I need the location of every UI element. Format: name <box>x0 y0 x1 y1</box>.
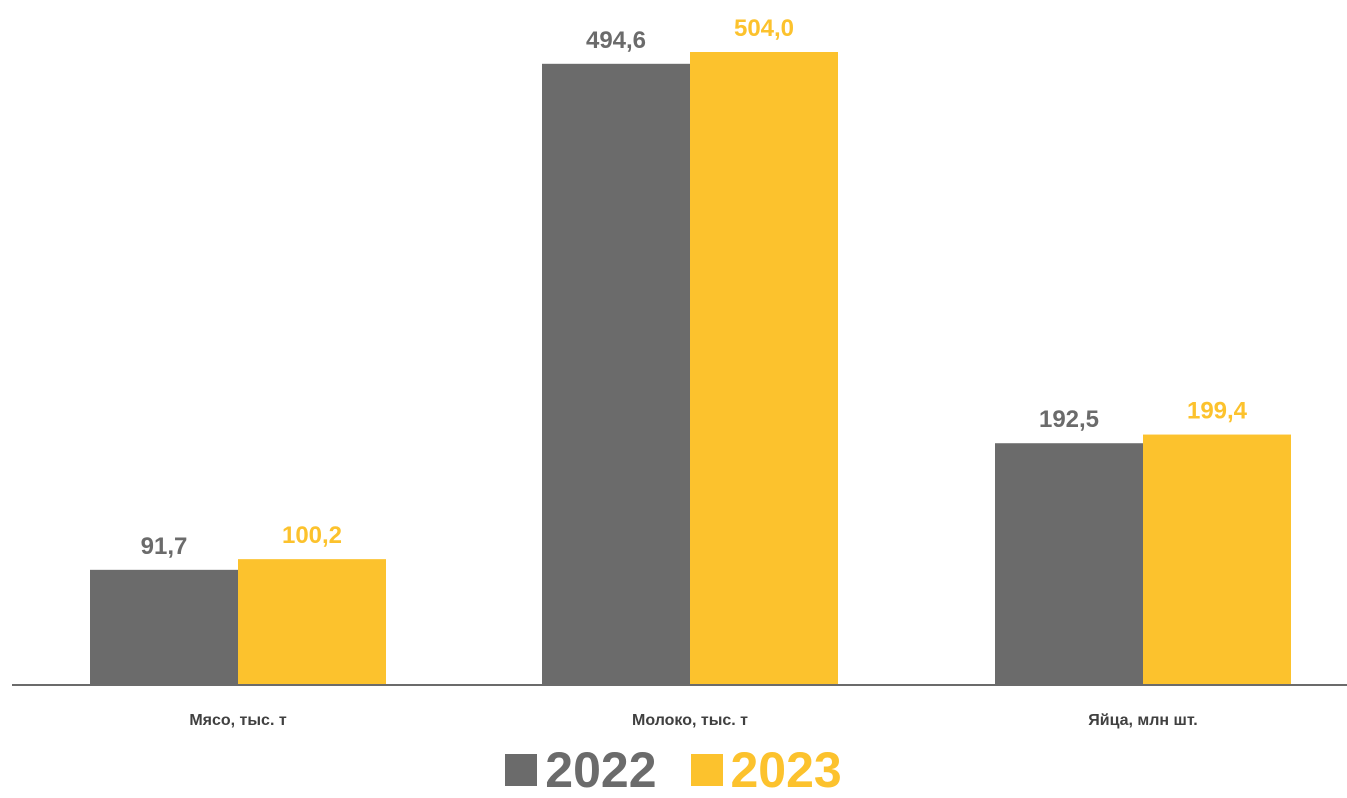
legend-swatch-2022 <box>505 754 538 786</box>
bar-2023-0 <box>238 559 386 685</box>
category-label-2: Яйца, млн шт. <box>1088 712 1197 729</box>
legend-item-2023: 2023 <box>690 742 842 798</box>
data-label-2022-1: 494,6 <box>586 27 646 54</box>
bar-2022-0 <box>90 569 238 685</box>
category-label-1: Молоко, тыс. т <box>632 712 748 729</box>
bar-2022-2 <box>995 443 1143 685</box>
legend-label-2022: 2022 <box>545 742 657 798</box>
data-label-2022-2: 192,5 <box>1039 406 1099 433</box>
legend: 2022 2023 <box>0 742 1347 798</box>
bar-2023-2 <box>1143 434 1291 685</box>
legend-swatch-2023 <box>690 754 723 786</box>
data-label-2023-2: 199,4 <box>1187 398 1248 425</box>
legend-item-2022: 2022 <box>505 742 657 798</box>
data-label-2023-1: 504,0 <box>734 15 794 42</box>
data-label-2023-0: 100,2 <box>282 522 342 549</box>
bar-chart: 91,7 100,2 Мясо, тыс. т 494,6 504,0 Молоко, т… <box>12 15 1347 729</box>
legend-label-2023: 2023 <box>730 742 842 798</box>
category-label-0: Мясо, тыс. т <box>189 712 287 729</box>
bar-2023-1 <box>690 52 838 685</box>
bar-2022-1 <box>542 63 690 685</box>
data-label-2022-0: 91,7 <box>141 533 188 560</box>
